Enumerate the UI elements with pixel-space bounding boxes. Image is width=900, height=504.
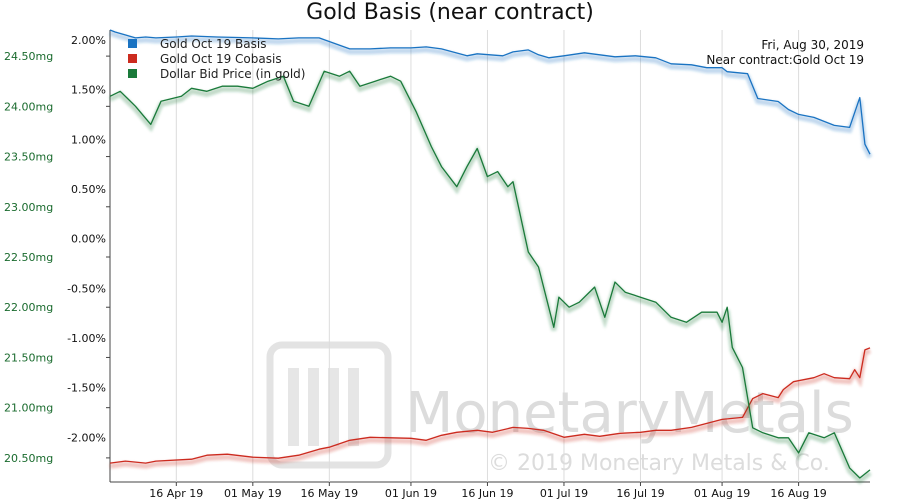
watermark: MonetaryMetals © 2019 Monetary Metals & … (266, 341, 854, 476)
right-tick-label: -2.00% (67, 431, 106, 444)
series-layer (108, 29, 873, 485)
series-line (109, 70, 871, 479)
x-tick-label: 16 Apr 19 (149, 487, 203, 500)
left-tick-label: 21.00mg (4, 402, 53, 415)
x-tick-label: 01 Aug 19 (694, 487, 750, 500)
x-tick-label: 16 Jul 19 (616, 487, 664, 500)
right-tick-label: -0.50% (67, 282, 106, 295)
right-tick-label: 2.00% (71, 34, 106, 47)
chart-date: Fri, Aug 30, 2019 (761, 38, 864, 52)
left-tick-label: 21.50mg (4, 351, 53, 364)
right-tick-label: -1.00% (67, 332, 106, 345)
left-tick-label: 22.00mg (4, 301, 53, 314)
left-axis-ticks: 24.50mg 24.00mg 23.50mg 23.00mg 22.50mg 22.00… (4, 50, 110, 465)
right-tick-label: 1.50% (71, 84, 106, 97)
legend-swatch (128, 39, 137, 48)
x-tick-label: 16 May 19 (300, 487, 358, 500)
x-tick-label: 01 Jun 19 (385, 487, 437, 500)
right-tick-label: 0.50% (71, 183, 106, 196)
series-shadow (109, 348, 871, 469)
legend-label: Gold Oct 19 Basis (160, 37, 266, 51)
left-tick-label: 22.50mg (4, 251, 53, 264)
legend-swatch (128, 54, 137, 63)
x-tick-label: 01 May 19 (224, 487, 282, 500)
chart-title: Gold Basis (near contract) (306, 0, 594, 25)
series-line (109, 29, 871, 155)
x-tick-label: 16 Aug 19 (770, 487, 826, 500)
x-axis-ticks: 16 Apr 19 01 May 19 16 May 19 01 Jun 19 16 J… (149, 482, 827, 500)
left-tick-label: 23.50mg (4, 151, 53, 164)
left-tick-label: 24.00mg (4, 100, 53, 113)
series-1 (109, 347, 871, 469)
right-tick-label: 0.00% (71, 233, 106, 246)
near-contract-label: Near contract:Gold Oct 19 (706, 53, 864, 67)
legend-label: Gold Oct 19 Cobasis (160, 52, 282, 66)
series-line (109, 347, 871, 464)
left-tick-label: 23.00mg (4, 201, 53, 214)
watermark-copyright: © 2019 Monetary Metals & Co. (488, 451, 830, 476)
series-shadow (109, 30, 873, 159)
legend-label: Dollar Bid Price (in gold) (160, 67, 305, 81)
right-tick-label: -1.50% (67, 382, 106, 395)
left-tick-label: 20.50mg (4, 452, 53, 465)
right-tick-label: 1.00% (71, 133, 106, 146)
x-tick-label: 01 Jul 19 (540, 487, 588, 500)
grid-lines (175, 30, 800, 482)
right-axis-ticks: 2.00% 1.50% 1.00% 0.50% 0.00% -0.50% -1.00% -1.… (67, 34, 106, 444)
series-2 (108, 70, 872, 485)
left-tick-label: 24.50mg (4, 50, 53, 63)
axis-lines (109, 30, 870, 483)
legend-swatch (128, 69, 137, 78)
series-0 (109, 29, 873, 159)
x-tick-label: 16 Jun 19 (461, 487, 513, 500)
